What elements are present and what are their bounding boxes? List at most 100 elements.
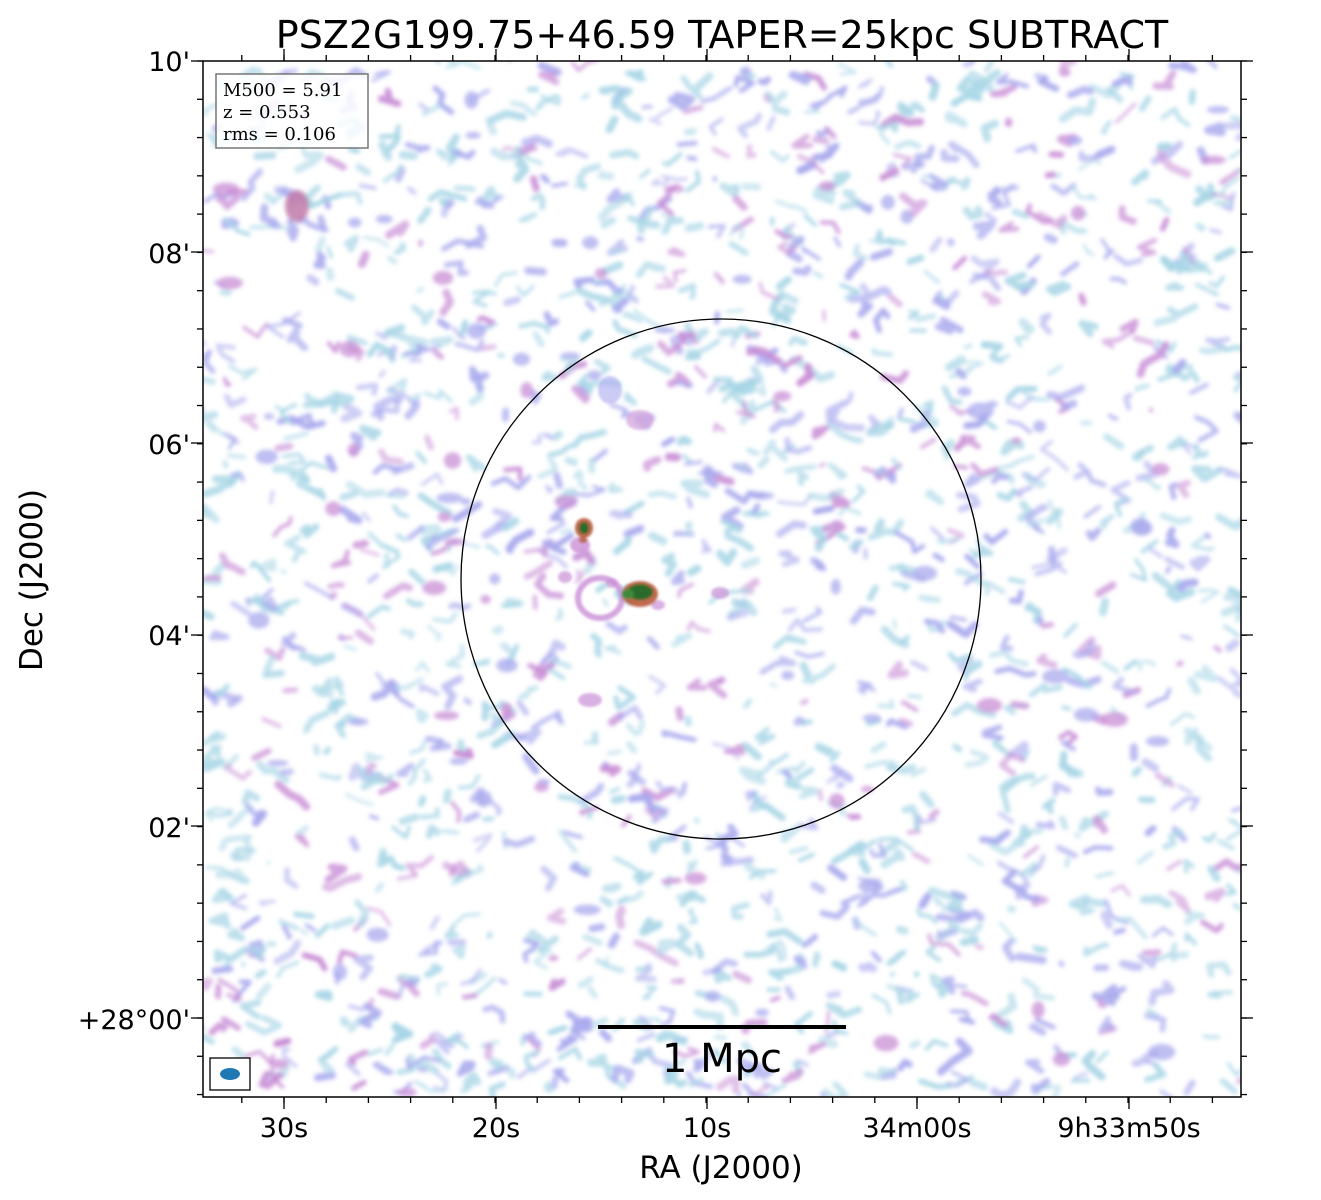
x-tick-label: 20s	[472, 1113, 520, 1144]
noise-blob	[215, 343, 236, 364]
noise-blob	[863, 1066, 895, 1081]
noise-blob	[525, 929, 547, 944]
noise-blob	[964, 473, 981, 488]
noise-peak	[929, 181, 947, 192]
noise-blob	[274, 780, 311, 811]
noise-blob	[552, 430, 563, 441]
noise-blob	[208, 912, 231, 930]
noise-peak	[332, 963, 347, 981]
noise-blob	[1225, 883, 1237, 897]
noise-blob	[497, 978, 508, 985]
noise-blob	[366, 341, 393, 358]
noise-blob	[448, 863, 458, 877]
noise-blob	[714, 311, 720, 325]
noise-texture	[203, 61, 1241, 1097]
noise-peak	[1073, 707, 1099, 722]
noise-blob	[382, 164, 404, 183]
noise-blob	[376, 852, 387, 868]
noise-blob	[263, 192, 275, 203]
noise-blob	[436, 982, 449, 996]
noise-blob	[771, 398, 782, 413]
noise-blob	[733, 75, 756, 93]
noise-blob	[1133, 335, 1155, 346]
noise-blob	[981, 291, 1002, 306]
noise-peak	[460, 497, 472, 506]
noise-blob	[997, 811, 1015, 824]
noise-blob	[387, 487, 409, 498]
noise-peak	[248, 612, 270, 629]
noise-blob	[1178, 251, 1191, 265]
noise-blob	[283, 431, 309, 441]
noise-blob	[1204, 532, 1212, 540]
noise-blob	[445, 1032, 469, 1050]
noise-blob	[280, 569, 287, 575]
noise-blob	[743, 861, 766, 880]
noise-blob	[896, 989, 903, 1005]
noise-blob	[517, 685, 539, 700]
noise-blob	[1213, 645, 1222, 653]
noise-blob	[873, 307, 891, 334]
noise-blob	[249, 944, 267, 960]
noise-blob	[1143, 1013, 1167, 1033]
noise-blob	[273, 1037, 292, 1048]
noise-blob	[541, 370, 558, 381]
noise-blob	[313, 251, 326, 269]
source-west	[575, 518, 593, 543]
noise-blob	[932, 896, 947, 914]
noise-blob	[962, 205, 984, 221]
noise-blob	[711, 146, 730, 159]
noise-blob	[573, 276, 595, 289]
noise-blob	[827, 462, 848, 480]
noise-blob	[418, 940, 438, 957]
noise-blob	[927, 933, 961, 957]
noise-blob	[205, 421, 224, 436]
noise-blob	[594, 957, 625, 974]
noise-peak	[347, 443, 360, 458]
noise-blob	[819, 903, 851, 920]
noise-blob	[314, 923, 331, 939]
noise-blob	[736, 1057, 758, 1071]
noise-blob	[994, 992, 1018, 1021]
noise-blob	[1136, 449, 1145, 459]
noise-blob	[655, 1030, 688, 1046]
noise-peak	[684, 872, 707, 885]
noise-blob	[637, 219, 661, 235]
noise-blob	[1109, 276, 1127, 285]
noise-blob	[1008, 589, 1025, 605]
noise-blob	[662, 151, 683, 167]
noise-blob	[523, 1049, 541, 1072]
noise-peak	[559, 352, 581, 360]
noise-blob	[1071, 185, 1097, 200]
noise-blob	[527, 662, 548, 681]
noise-blob	[453, 747, 474, 759]
noise-blob	[950, 890, 967, 901]
noise-blob	[810, 881, 826, 894]
noise-blob	[1059, 61, 1078, 70]
noise-blob	[1021, 467, 1051, 482]
noise-blob	[481, 700, 490, 722]
noise-blob	[530, 175, 540, 193]
noise-blob	[754, 726, 776, 746]
noise-blob	[308, 192, 343, 209]
noise-peak	[880, 195, 895, 210]
noise-blob	[445, 643, 465, 669]
noise-blob	[365, 906, 392, 927]
noise-blob	[518, 320, 551, 334]
noise-blob	[538, 935, 559, 953]
noise-blob	[281, 1047, 298, 1068]
noise-blob	[203, 686, 217, 702]
beam-indicator	[209, 1057, 251, 1091]
noise-blob	[317, 682, 345, 698]
noise-blob	[896, 407, 904, 420]
noise-blob	[899, 192, 928, 218]
noise-blob	[954, 568, 987, 588]
noise-blob	[417, 1065, 429, 1073]
noise-blob	[254, 969, 267, 979]
noise-blob	[383, 324, 406, 337]
noise-blob	[599, 895, 614, 908]
noise-peak	[437, 511, 452, 522]
noise-blob	[1043, 233, 1058, 244]
noise-blob	[613, 685, 636, 711]
noise-blob	[781, 1068, 804, 1084]
noise-blob	[1225, 818, 1241, 841]
